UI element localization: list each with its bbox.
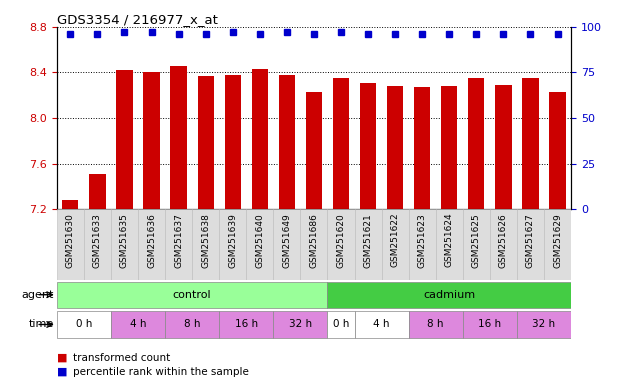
Text: GSM251630: GSM251630 [66,213,75,268]
Text: GSM251620: GSM251620 [336,213,346,268]
FancyBboxPatch shape [219,209,246,280]
Bar [468,78,485,209]
Text: control: control [173,290,211,300]
Bar [279,75,295,209]
Bar [522,78,539,209]
FancyBboxPatch shape [409,209,436,280]
FancyBboxPatch shape [327,311,355,338]
Bar [170,66,187,209]
Text: GSM251621: GSM251621 [363,213,372,268]
FancyBboxPatch shape [355,311,409,338]
FancyBboxPatch shape [355,209,382,280]
Text: 16 h: 16 h [235,319,258,329]
Text: 8 h: 8 h [184,319,201,329]
Text: GSM251649: GSM251649 [282,213,292,268]
FancyBboxPatch shape [544,209,571,280]
Text: GSM251627: GSM251627 [526,213,535,268]
FancyBboxPatch shape [57,209,84,280]
Bar [550,92,565,209]
Text: time: time [28,319,54,329]
FancyBboxPatch shape [84,209,111,280]
Text: 0 h: 0 h [76,319,92,329]
FancyBboxPatch shape [436,209,463,280]
Text: transformed count: transformed count [73,353,170,363]
Text: GSM251638: GSM251638 [201,213,210,268]
FancyBboxPatch shape [165,209,192,280]
Bar [360,83,376,209]
FancyBboxPatch shape [463,209,490,280]
Text: ■: ■ [57,367,68,377]
Text: 32 h: 32 h [533,319,555,329]
FancyBboxPatch shape [517,209,544,280]
Bar [495,85,512,209]
Text: 8 h: 8 h [427,319,444,329]
Text: GSM251624: GSM251624 [445,213,454,268]
FancyBboxPatch shape [165,311,219,338]
Text: GDS3354 / 216977_x_at: GDS3354 / 216977_x_at [57,13,218,26]
Bar [89,174,105,209]
Bar [387,86,403,209]
Text: ■: ■ [57,353,68,363]
Bar [333,78,349,209]
FancyBboxPatch shape [517,311,571,338]
FancyBboxPatch shape [463,311,517,338]
Text: GSM251686: GSM251686 [309,213,319,268]
Text: GSM251625: GSM251625 [472,213,481,268]
Text: GSM251633: GSM251633 [93,213,102,268]
Text: 16 h: 16 h [478,319,502,329]
Bar [252,69,268,209]
Text: 32 h: 32 h [289,319,312,329]
FancyBboxPatch shape [57,282,327,308]
Text: GSM251626: GSM251626 [499,213,508,268]
FancyBboxPatch shape [138,209,165,280]
Text: GSM251636: GSM251636 [147,213,156,268]
Text: 4 h: 4 h [130,319,146,329]
FancyBboxPatch shape [246,209,273,280]
FancyBboxPatch shape [111,311,165,338]
Text: percentile rank within the sample: percentile rank within the sample [73,367,249,377]
Text: GSM251640: GSM251640 [256,213,264,268]
FancyBboxPatch shape [300,209,327,280]
FancyBboxPatch shape [111,209,138,280]
Text: GSM251639: GSM251639 [228,213,237,268]
Bar [414,87,430,209]
FancyBboxPatch shape [273,311,327,338]
Text: cadmium: cadmium [423,290,475,300]
Bar [198,76,214,209]
Text: GSM251623: GSM251623 [418,213,427,268]
Text: agent: agent [21,290,54,300]
FancyBboxPatch shape [327,282,571,308]
Bar [441,86,457,209]
FancyBboxPatch shape [327,209,355,280]
Text: 4 h: 4 h [374,319,390,329]
FancyBboxPatch shape [490,209,517,280]
Bar [143,73,160,209]
Text: GSM251622: GSM251622 [391,213,399,268]
Text: GSM251635: GSM251635 [120,213,129,268]
Text: 0 h: 0 h [333,319,349,329]
Text: GSM251637: GSM251637 [174,213,183,268]
FancyBboxPatch shape [409,311,463,338]
FancyBboxPatch shape [219,311,273,338]
FancyBboxPatch shape [382,209,409,280]
FancyBboxPatch shape [192,209,219,280]
Bar [62,200,78,209]
Text: GSM251629: GSM251629 [553,213,562,268]
FancyBboxPatch shape [273,209,300,280]
Bar [306,92,322,209]
FancyBboxPatch shape [57,311,111,338]
Bar [116,70,133,209]
Bar [225,75,241,209]
